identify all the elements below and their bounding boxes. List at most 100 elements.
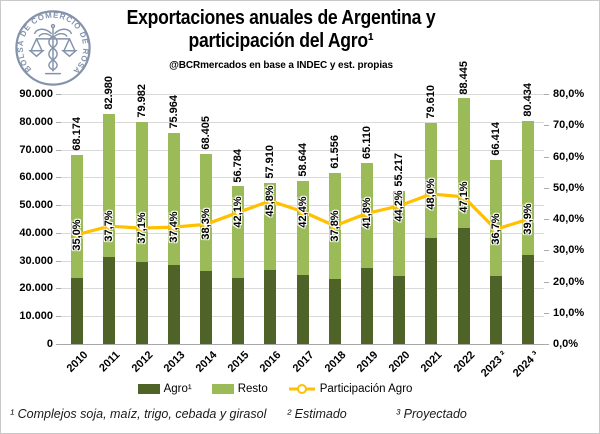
right-axis-tick xyxy=(544,94,549,95)
right-axis-tick-label: 20,0% xyxy=(553,275,585,288)
legend-label-agro: Agro¹ xyxy=(163,383,192,395)
participacion-label: 38,3% xyxy=(199,208,212,240)
bar-agro-2021 xyxy=(425,237,438,344)
gridline xyxy=(61,149,544,151)
caduceus-and-scales-icon xyxy=(28,23,78,75)
bar-total-label: 58.644 xyxy=(296,143,309,178)
left-axis-tick-label: 0 xyxy=(46,338,53,350)
chart-title-block: Exportaciones anuales de Argentina y par… xyxy=(21,7,541,77)
bar-total-label: 55.217 xyxy=(393,152,406,187)
left-axis-tick xyxy=(56,260,61,262)
right-axis-tick xyxy=(544,156,549,158)
agro-swatch-icon xyxy=(137,384,160,394)
legend-item-resto: Resto xyxy=(211,383,268,395)
x-axis-label: 2019 xyxy=(354,349,381,375)
bar-agro-2023 ² xyxy=(489,276,502,344)
chart-title-line1: Exportaciones anuales de Argentina y xyxy=(126,7,436,29)
participacion-label: 37,1% xyxy=(135,212,148,244)
legend-label-resto: Resto xyxy=(237,383,268,395)
participacion-label: 45,8% xyxy=(264,185,277,217)
x-axis-label: 2011 xyxy=(97,349,123,375)
left-axis-tick xyxy=(56,232,61,234)
participacion-label: 42,4% xyxy=(296,195,309,228)
legend-item-participacion: Participación Agro xyxy=(288,383,413,395)
x-axis-label: 2014 xyxy=(193,349,220,375)
bar-total-label: 57.910 xyxy=(264,145,277,180)
bar-total-label: 56.784 xyxy=(232,148,245,183)
bar-agro-2022 xyxy=(457,228,470,344)
bar-total-label: 66.414 xyxy=(489,121,502,156)
bar-agro-2011 xyxy=(103,257,116,344)
bar-agro-2018 xyxy=(328,279,341,344)
bar-total-label: 88.445 xyxy=(457,60,470,95)
right-axis-tick-label: 70,0% xyxy=(553,119,585,132)
participacion-label: 48,0% xyxy=(425,178,438,210)
bar-total-label: 79.982 xyxy=(135,84,148,118)
left-axis-tick-label: 80.000 xyxy=(19,115,53,128)
x-axis-label: 2010 xyxy=(64,349,91,375)
left-axis-tick xyxy=(56,94,61,95)
bar-agro-2019 xyxy=(360,268,373,344)
participacion-label: 41,8% xyxy=(360,197,373,229)
plot-area: 68.174 82.980 79.982 75.964 68.405 56.784 57.9… xyxy=(61,61,544,345)
chart-subtitle: @BCRmercados en base a INDEC y est. prop… xyxy=(169,60,393,71)
bar-total-label: 82.980 xyxy=(103,75,116,110)
bar-agro-2020 xyxy=(393,276,406,344)
right-axis-tick xyxy=(544,344,549,345)
bar-agro-2010 xyxy=(71,277,84,344)
participacion-label: 44,2% xyxy=(393,190,406,222)
left-axis-tick-label: 30.000 xyxy=(19,254,53,267)
participacion-label: 37,8% xyxy=(328,210,341,242)
right-axis-tick-label: 80,0% xyxy=(553,88,585,100)
bar-agro-2015 xyxy=(232,277,245,344)
gridline xyxy=(61,121,544,123)
gridline xyxy=(61,94,544,95)
x-axis-label: 2022 xyxy=(451,349,477,375)
left-axis-tick-label: 90.000 xyxy=(19,88,53,100)
participacion-label: 36,7% xyxy=(489,213,502,245)
x-axis-label: 2012 xyxy=(129,349,155,375)
left-axis-tick-label: 70.000 xyxy=(19,143,53,156)
x-axis-label: 2017 xyxy=(290,349,316,375)
bar-total-label: 79.610 xyxy=(425,85,438,119)
right-axis-tick-label: 60,0% xyxy=(553,150,585,163)
left-axis-tick xyxy=(56,288,61,290)
left-axis-tick-label: 50.000 xyxy=(19,199,53,212)
right-axis-tick xyxy=(544,312,549,314)
footnote-complejos: ¹ Complejos soja, maíz, trigo, cebada y … xyxy=(10,407,267,421)
right-axis-tick-label: 10,0% xyxy=(553,306,585,319)
left-axis-tick xyxy=(56,344,61,345)
bar-agro-2017 xyxy=(296,274,309,344)
left-axis-tick-label: 20.000 xyxy=(19,282,53,295)
right-axis-tick-label: 40,0% xyxy=(553,213,585,225)
legend-label-participacion: Participación Agro xyxy=(319,383,413,395)
left-axis-tick-label: 60.000 xyxy=(19,171,53,184)
line-marker-swatch-icon xyxy=(288,384,315,394)
chart-title-line2: participación del Agro¹ xyxy=(188,30,374,52)
legend-item-agro: Agro¹ xyxy=(137,383,192,395)
left-axis-tick xyxy=(56,316,61,318)
x-axis-label: 2013 xyxy=(161,349,188,375)
bar-total-label: 65.110 xyxy=(360,126,373,160)
gridline xyxy=(61,177,544,179)
left-axis-tick-label: 10.000 xyxy=(19,310,53,323)
participacion-label: 39,9% xyxy=(521,203,534,235)
right-axis-tick xyxy=(544,281,549,283)
x-axis-label: 2020 xyxy=(386,349,413,375)
bar-agro-2024 ³ xyxy=(521,254,534,344)
left-axis-tick xyxy=(56,177,61,179)
bar-agro-2016 xyxy=(264,270,277,344)
bcr-logo: BOLSA DE COMERCIO DE ROSARIO xyxy=(10,5,91,86)
right-axis-tick xyxy=(544,125,549,127)
bar-agro-2013 xyxy=(167,265,180,344)
left-axis-tick xyxy=(56,149,61,151)
x-axis-label: 2018 xyxy=(322,349,349,375)
participacion-label: 35,0% xyxy=(71,219,84,251)
bar-agro-2012 xyxy=(135,261,148,344)
bar-agro-2014 xyxy=(199,271,212,344)
resto-swatch-icon xyxy=(211,384,234,394)
participacion-label: 37,4% xyxy=(167,211,180,243)
right-axis-tick xyxy=(544,250,549,252)
right-axis-tick-label: 50,0% xyxy=(553,181,585,194)
